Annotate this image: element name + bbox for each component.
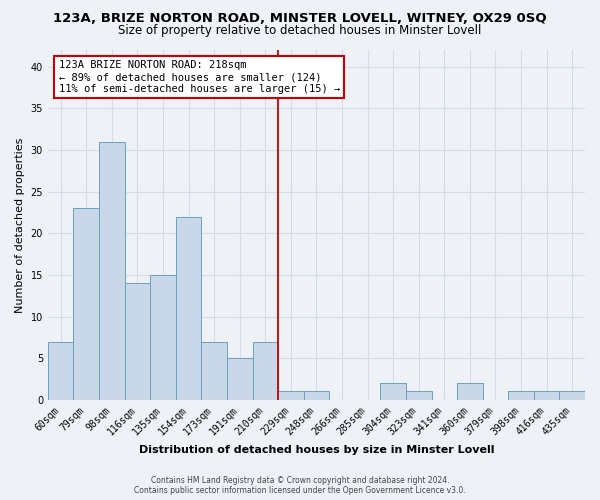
Bar [48, 342, 73, 400]
Bar [380, 383, 406, 400]
X-axis label: Distribution of detached houses by size in Minster Lovell: Distribution of detached houses by size … [139, 445, 494, 455]
Bar [253, 342, 278, 400]
Bar [150, 275, 176, 400]
Bar [176, 216, 202, 400]
Bar [457, 383, 482, 400]
Text: 123A BRIZE NORTON ROAD: 218sqm
← 89% of detached houses are smaller (124)
11% of: 123A BRIZE NORTON ROAD: 218sqm ← 89% of … [59, 60, 340, 94]
Text: 123A, BRIZE NORTON ROAD, MINSTER LOVELL, WITNEY, OX29 0SQ: 123A, BRIZE NORTON ROAD, MINSTER LOVELL,… [53, 12, 547, 26]
Bar [534, 392, 559, 400]
Bar [227, 358, 253, 400]
Bar [406, 392, 431, 400]
Bar [202, 342, 227, 400]
Bar [99, 142, 125, 400]
Bar [304, 392, 329, 400]
Y-axis label: Number of detached properties: Number of detached properties [15, 137, 25, 312]
Bar [508, 392, 534, 400]
Text: Contains HM Land Registry data © Crown copyright and database right 2024.
Contai: Contains HM Land Registry data © Crown c… [134, 476, 466, 495]
Text: Size of property relative to detached houses in Minster Lovell: Size of property relative to detached ho… [118, 24, 482, 37]
Bar [559, 392, 585, 400]
Bar [125, 283, 150, 400]
Bar [278, 392, 304, 400]
Bar [73, 208, 99, 400]
